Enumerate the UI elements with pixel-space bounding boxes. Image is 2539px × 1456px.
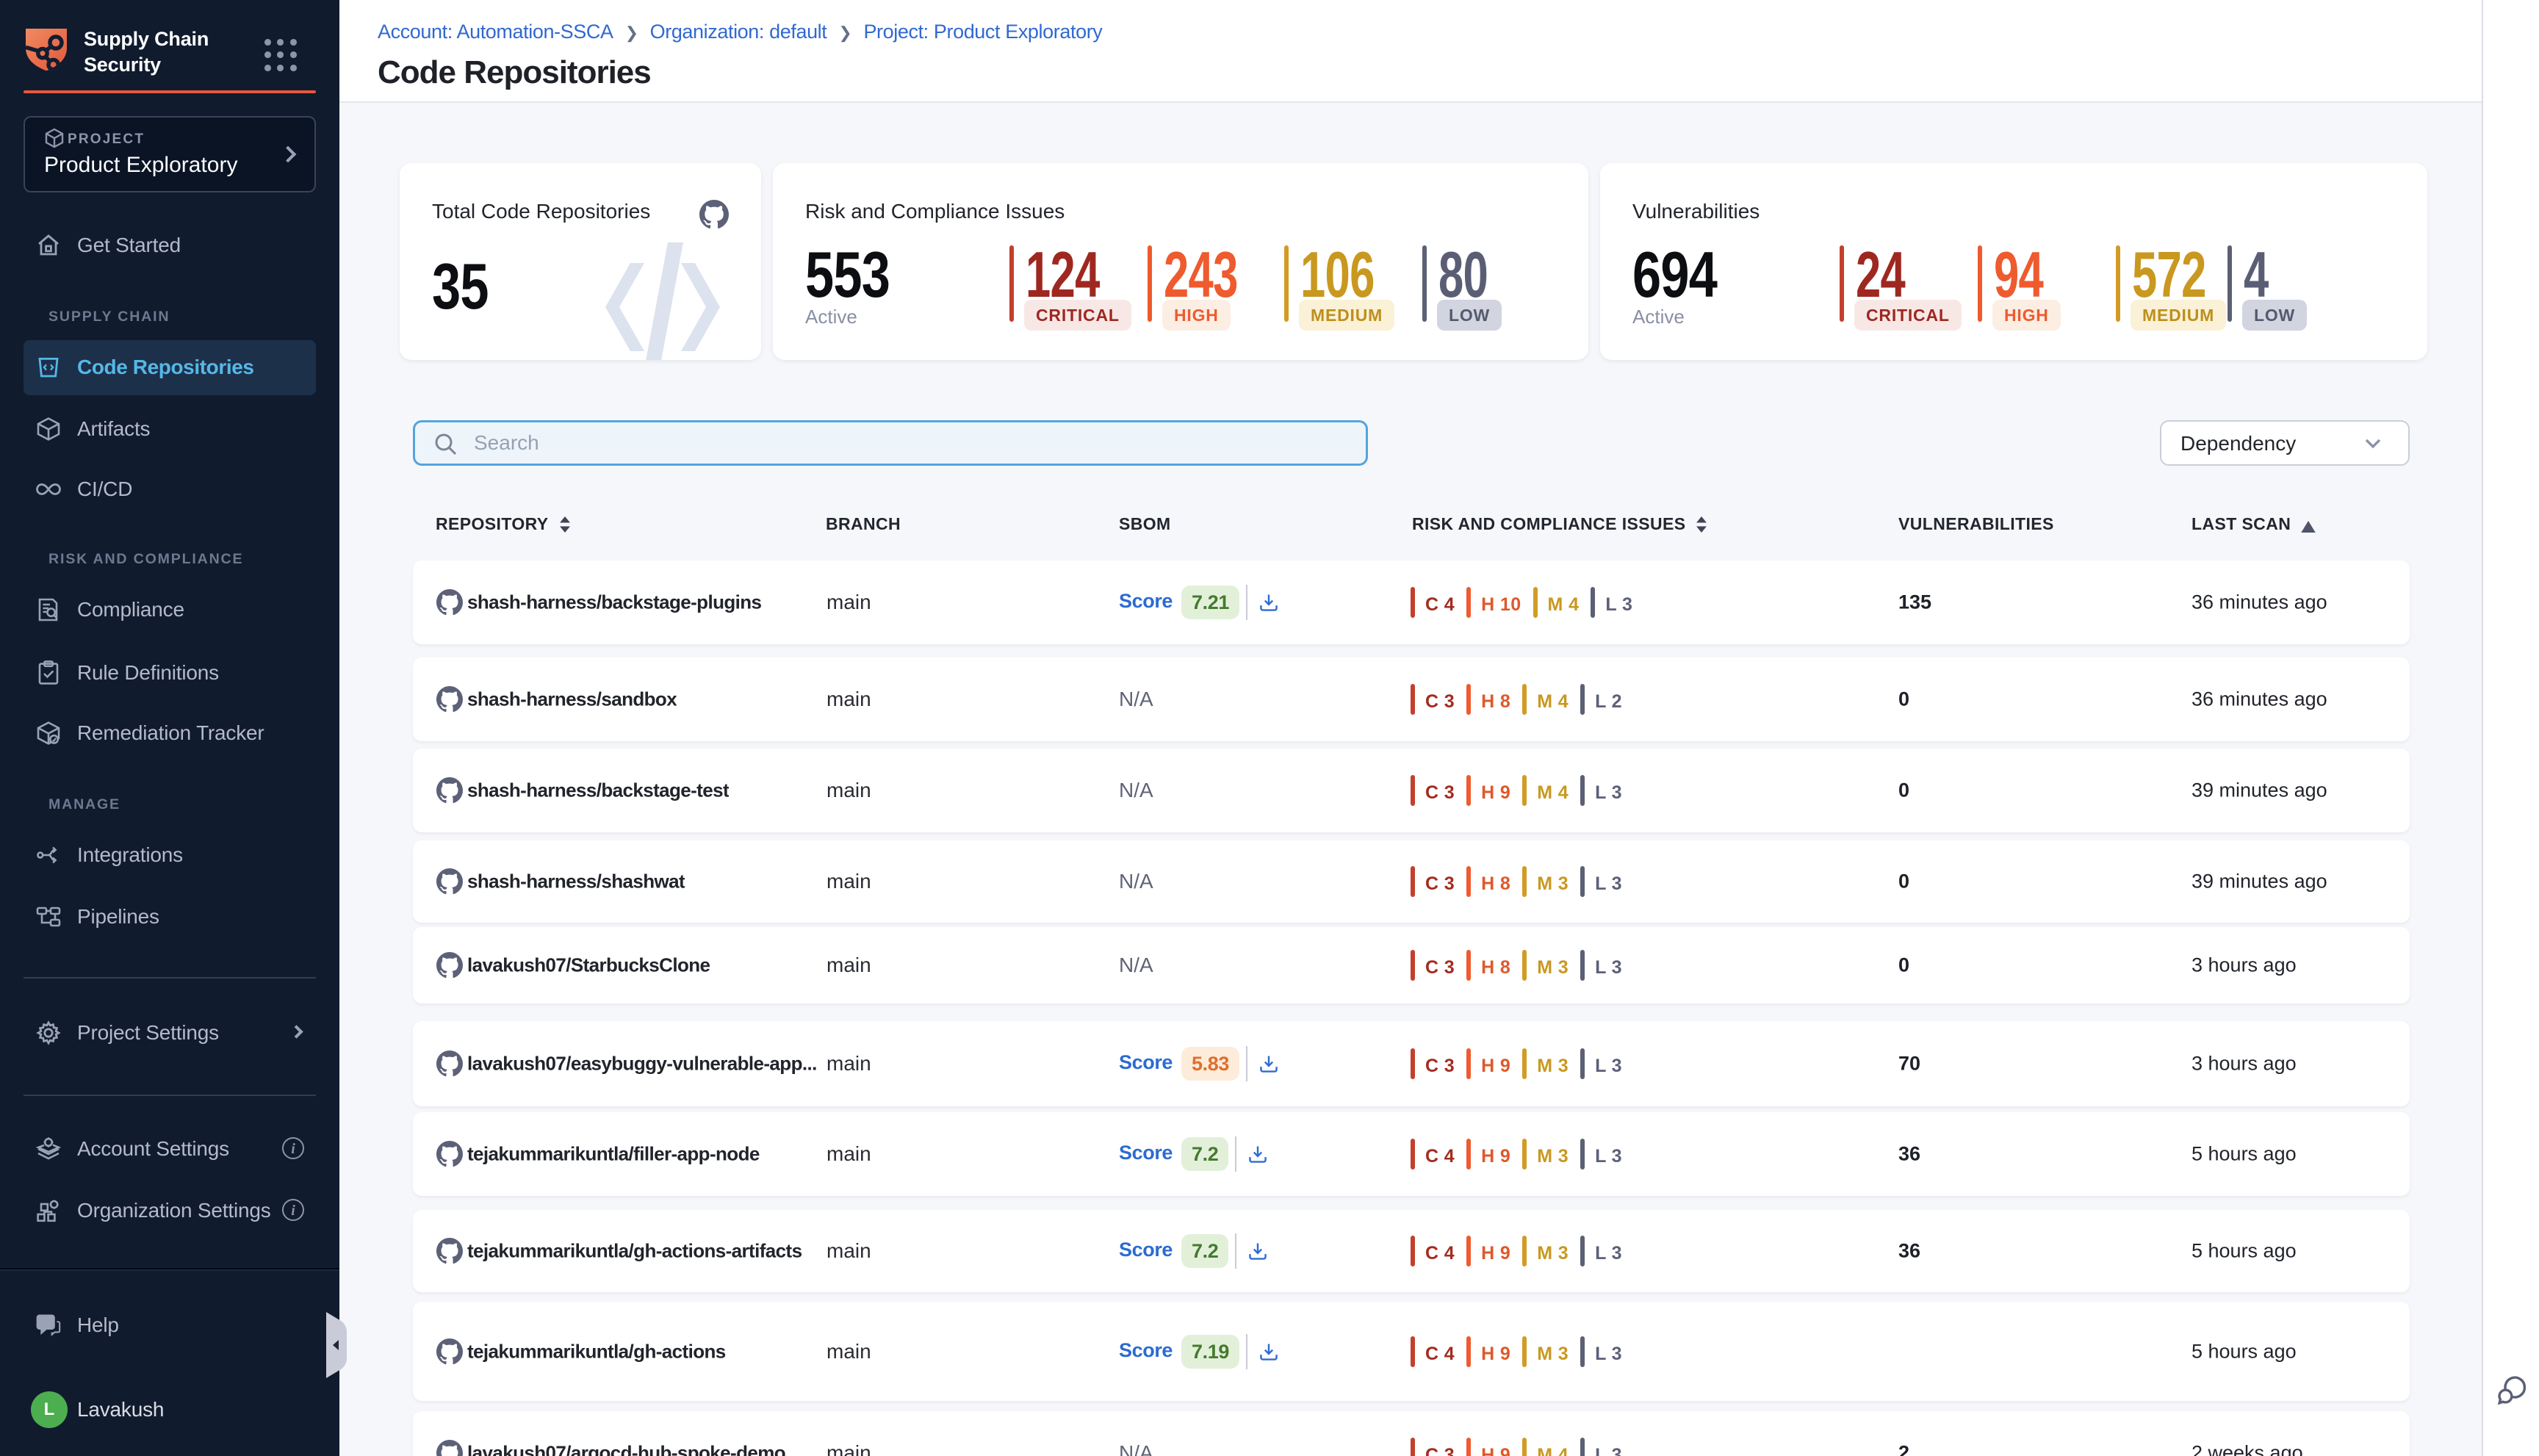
svg-text:?: ?: [43, 1316, 49, 1329]
